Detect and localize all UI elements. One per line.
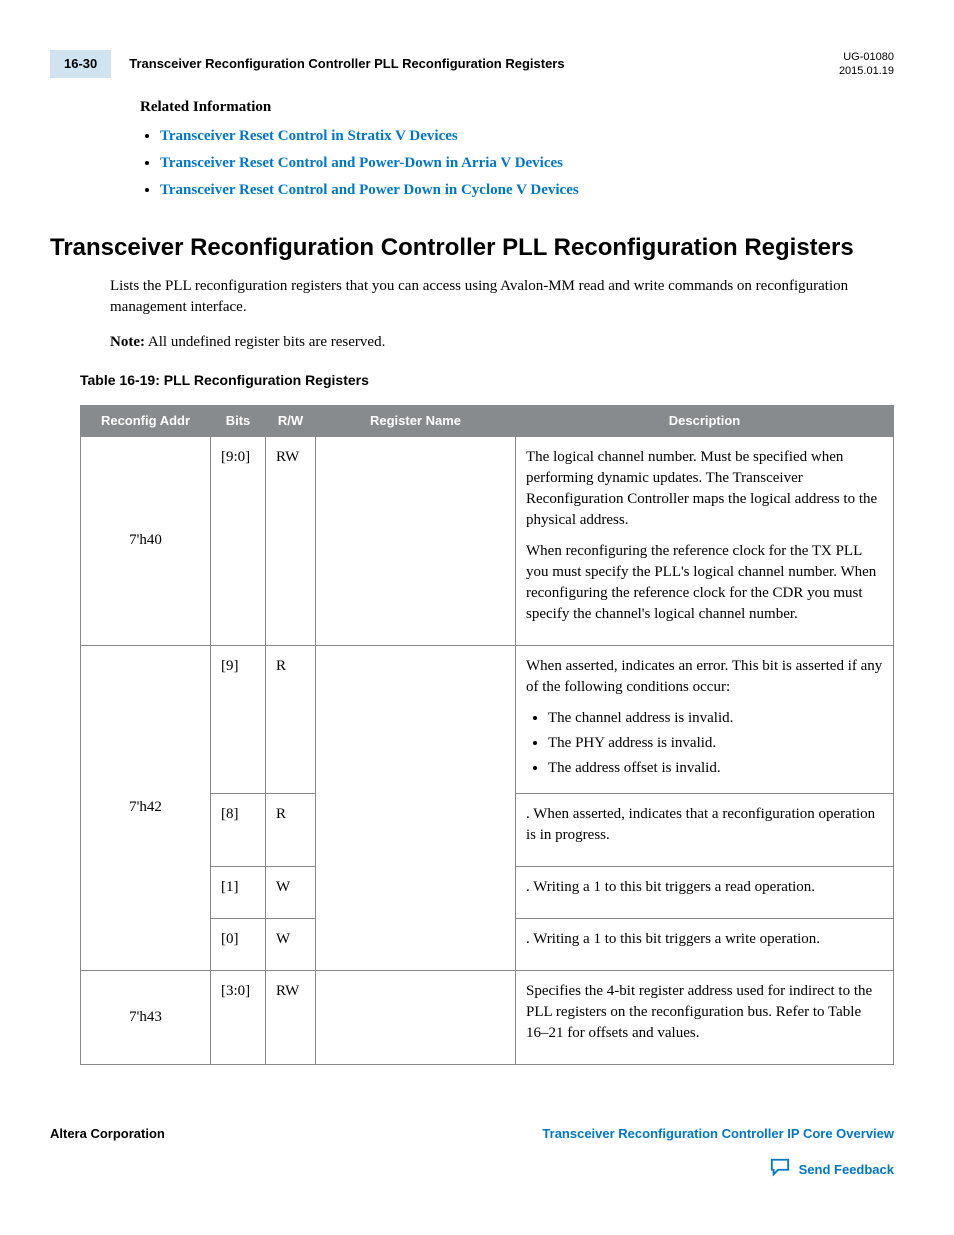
related-link[interactable]: Transceiver Reset Control and Power-Down… xyxy=(160,155,563,171)
cell-name xyxy=(316,645,516,970)
cell-desc: . Writing a 1 to this bit triggers a wri… xyxy=(516,918,894,970)
header-meta: UG-01080 2015.01.19 xyxy=(839,50,894,79)
cell-rw: RW xyxy=(266,970,316,1064)
cell-addr: 7'h43 xyxy=(81,970,211,1064)
cell-bits: [1] xyxy=(211,866,266,918)
note: Note: All undefined register bits are re… xyxy=(110,332,894,353)
footer-company: Altera Corporation xyxy=(50,1125,165,1143)
table-row: 7'h43 [3:0] RW Specifies the 4-bit regis… xyxy=(81,970,894,1064)
cell-addr: 7'h40 xyxy=(81,436,211,645)
cell-bits: [0] xyxy=(211,918,266,970)
cell-bits: [9:0] xyxy=(211,436,266,645)
desc-para: Specifies the 4-bit register address use… xyxy=(526,981,883,1044)
cell-addr: 7'h42 xyxy=(81,645,211,970)
table-caption: Table 16-19: PLL Reconfiguration Registe… xyxy=(80,371,894,391)
running-title: Transceiver Reconfiguration Controller P… xyxy=(129,50,839,73)
cell-name xyxy=(316,436,516,645)
desc-para: . Writing a 1 to this bit triggers a rea… xyxy=(526,877,883,898)
cell-rw: RW xyxy=(266,436,316,645)
table-header-row: Reconfig Addr Bits R/W Register Name Des… xyxy=(81,405,894,436)
table-row: 7'h42 [9] R When asserted, indicates an … xyxy=(81,645,894,793)
feedback-row: Send Feedback xyxy=(50,1157,894,1182)
list-item: Transceiver Reset Control in Stratix V D… xyxy=(160,126,894,147)
desc-para: . When asserted, indicates that a reconf… xyxy=(526,804,883,846)
related-info-heading: Related Information xyxy=(140,97,894,118)
col-header-addr: Reconfig Addr xyxy=(81,405,211,436)
related-links-list: Transceiver Reset Control in Stratix V D… xyxy=(160,126,894,201)
list-item: The address offset is invalid. xyxy=(548,758,883,779)
page-header: 16-30 Transceiver Reconfiguration Contro… xyxy=(50,50,894,79)
send-feedback-link[interactable]: Send Feedback xyxy=(799,1161,894,1179)
cell-desc: When asserted, indicates an error. This … xyxy=(516,645,894,793)
note-label: Note: xyxy=(110,334,145,350)
doc-id: UG-01080 xyxy=(839,50,894,64)
col-header-bits: Bits xyxy=(211,405,266,436)
cell-name xyxy=(316,970,516,1064)
desc-para: The logical channel number. Must be spec… xyxy=(526,447,883,531)
note-text: All undefined register bits are reserved… xyxy=(148,334,385,350)
related-link[interactable]: Transceiver Reset Control in Stratix V D… xyxy=(160,128,458,144)
page-footer: Altera Corporation Transceiver Reconfigu… xyxy=(50,1125,894,1143)
cell-bits: [8] xyxy=(211,793,266,866)
footer-chapter-link[interactable]: Transceiver Reconfiguration Controller I… xyxy=(542,1125,894,1143)
cell-desc: . Writing a 1 to this bit triggers a rea… xyxy=(516,866,894,918)
desc-para: . Writing a 1 to this bit triggers a wri… xyxy=(526,929,883,950)
cell-rw: R xyxy=(266,645,316,793)
section-intro: Lists the PLL reconfiguration registers … xyxy=(110,276,894,318)
list-item: The PHY address is invalid. xyxy=(548,733,883,754)
table-row: 7'h40 [9:0] RW The logical channel numbe… xyxy=(81,436,894,645)
col-header-desc: Description xyxy=(516,405,894,436)
cell-bits: [9] xyxy=(211,645,266,793)
list-item: Transceiver Reset Control and Power-Down… xyxy=(160,153,894,174)
desc-para: When asserted, indicates an error. This … xyxy=(526,656,883,698)
cell-desc: The logical channel number. Must be spec… xyxy=(516,436,894,645)
cell-desc: . When asserted, indicates that a reconf… xyxy=(516,793,894,866)
related-link[interactable]: Transceiver Reset Control and Power Down… xyxy=(160,182,579,198)
list-item: Transceiver Reset Control and Power Down… xyxy=(160,180,894,201)
cell-desc: Specifies the 4-bit register address use… xyxy=(516,970,894,1064)
desc-para: When reconfiguring the reference clock f… xyxy=(526,541,883,625)
page-number-badge: 16-30 xyxy=(50,50,111,78)
doc-date: 2015.01.19 xyxy=(839,64,894,78)
section-title: Transceiver Reconfiguration Controller P… xyxy=(50,231,894,265)
col-header-name: Register Name xyxy=(316,405,516,436)
cell-rw: R xyxy=(266,793,316,866)
feedback-icon xyxy=(769,1157,791,1182)
cell-rw: W xyxy=(266,918,316,970)
cell-bits: [3:0] xyxy=(211,970,266,1064)
desc-list: The channel address is invalid. The PHY … xyxy=(548,708,883,779)
col-header-rw: R/W xyxy=(266,405,316,436)
cell-rw: W xyxy=(266,866,316,918)
pll-reconfig-table: Reconfig Addr Bits R/W Register Name Des… xyxy=(80,405,894,1065)
list-item: The channel address is invalid. xyxy=(548,708,883,729)
